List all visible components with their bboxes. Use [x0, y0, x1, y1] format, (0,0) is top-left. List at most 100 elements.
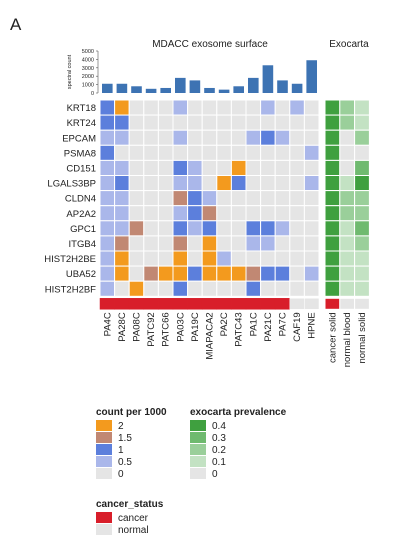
- status-cell: [143, 298, 159, 310]
- cell: [99, 159, 116, 176]
- cell: [230, 144, 247, 161]
- exo-cell: [324, 250, 341, 267]
- bar-PA1C: [248, 77, 259, 93]
- cell: [303, 114, 320, 131]
- cell: [172, 99, 189, 116]
- left-section-title: MDACC exosome surface: [152, 39, 268, 50]
- cell: [157, 235, 174, 252]
- exo-cell: [354, 250, 370, 267]
- cell: [187, 175, 203, 192]
- row-label: ITGB4: [69, 239, 96, 250]
- cell: [157, 205, 174, 222]
- status-cell: [172, 298, 188, 310]
- cell: [157, 280, 174, 297]
- cell: [260, 99, 276, 116]
- legend-status-entry-label: cancer: [118, 513, 149, 524]
- exo-cell: [324, 235, 341, 252]
- legend-exocarta-swatch: [190, 468, 206, 479]
- legend-count-entry-label: 1.5: [118, 433, 132, 444]
- cell: [216, 220, 232, 237]
- cell: [274, 220, 291, 237]
- cell: [230, 265, 247, 282]
- exo-cell: [324, 99, 341, 116]
- cell: [216, 190, 232, 207]
- panel-label: A: [10, 15, 22, 34]
- exo-cell: [339, 235, 356, 252]
- exo-cell: [324, 280, 341, 297]
- cell: [289, 205, 305, 222]
- cell: [260, 265, 276, 282]
- cell: [114, 114, 130, 131]
- bar-tick-label: 4000: [82, 57, 94, 63]
- legend-exocarta-swatch: [190, 456, 206, 467]
- legend-status-title: cancer_status: [96, 499, 164, 510]
- cell: [187, 235, 203, 252]
- exo-cell: [324, 205, 341, 222]
- cell: [143, 99, 159, 116]
- right-section-title: Exocarta: [329, 39, 369, 50]
- cell: [289, 280, 305, 297]
- spectral-count-bars: [102, 60, 317, 93]
- exo-cell: [324, 175, 341, 192]
- row-label: HIST2H2BE: [44, 254, 96, 265]
- cell: [128, 265, 145, 282]
- column-label: PA1C: [248, 312, 259, 336]
- exo-cell: [324, 265, 341, 282]
- legend-exocarta-entry-label: 0: [212, 469, 218, 480]
- cell: [260, 159, 276, 176]
- cell: [157, 190, 174, 207]
- bar-CAF19: [291, 83, 303, 93]
- status-cell: [260, 298, 276, 310]
- cell: [99, 205, 116, 222]
- cell: [230, 175, 247, 192]
- cell: [172, 250, 189, 267]
- column-label: normal blood: [342, 312, 353, 367]
- cell: [143, 190, 159, 207]
- status-cell: [216, 298, 232, 310]
- exo-cell: [339, 205, 356, 222]
- cell: [99, 280, 116, 297]
- bar-PA4C: [102, 83, 113, 93]
- status-cell: [245, 298, 261, 310]
- cell: [114, 159, 130, 176]
- cell: [274, 144, 291, 161]
- status-cell: [128, 298, 145, 310]
- cell: [230, 99, 247, 116]
- exo-cell: [354, 129, 370, 146]
- cell: [260, 114, 276, 131]
- cell: [114, 220, 130, 237]
- exo-cell: [339, 159, 356, 176]
- cell: [157, 175, 174, 192]
- cell: [172, 114, 189, 131]
- cell: [303, 175, 320, 192]
- exo-cell: [354, 114, 370, 131]
- cell: [99, 265, 116, 282]
- cell: [201, 144, 218, 161]
- bar-y-axis: 5000 4000 3000 2000 1000 0 spectral count: [67, 49, 99, 97]
- cell: [274, 159, 291, 176]
- cell: [187, 220, 203, 237]
- row-label: GPC1: [70, 224, 96, 235]
- cell: [303, 205, 320, 222]
- exo-cell: [354, 144, 370, 161]
- exo-cell: [339, 220, 356, 237]
- exo-cell: [354, 205, 370, 222]
- cell: [172, 280, 189, 297]
- legend-count-swatch: [96, 456, 112, 467]
- cell: [303, 190, 320, 207]
- legend-count-entry-label: 0.5: [118, 457, 132, 468]
- legend-count-entry-label: 0: [118, 469, 124, 480]
- column-labels: PA4C PA28C PA08C PATC92 PATC66 PA03C PA19C MIAP…: [102, 312, 368, 367]
- status-cell: [324, 297, 341, 310]
- exo-cell: [354, 265, 370, 282]
- exo-cell: [354, 159, 370, 176]
- cell: [289, 250, 305, 267]
- cell: [289, 265, 305, 282]
- column-label: PATC92: [146, 312, 157, 347]
- column-label: PA08C: [132, 312, 143, 342]
- bar-PA21C: [262, 65, 274, 93]
- cell: [216, 175, 232, 192]
- status-cell: [158, 298, 174, 310]
- cell: [128, 175, 145, 192]
- status-cell: [274, 298, 291, 310]
